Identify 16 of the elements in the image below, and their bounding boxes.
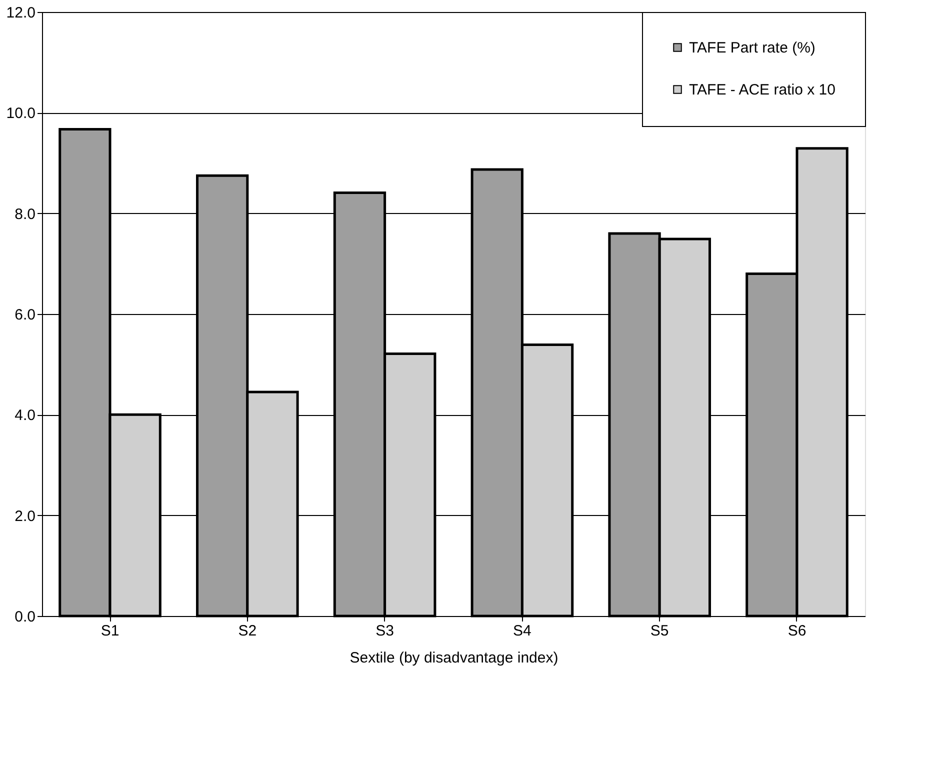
legend-label: TAFE Part rate (%) xyxy=(689,40,816,56)
x-tick-label: S5 xyxy=(650,622,669,640)
x-tick-label: S4 xyxy=(513,622,532,640)
y-tick-label: 10.0 xyxy=(6,105,36,122)
x-tick-label: S6 xyxy=(788,622,806,640)
x-axis-title: Sextile (by disadvantage index) xyxy=(350,650,558,666)
x-tick-label: S2 xyxy=(238,622,257,640)
x-tick-label: S1 xyxy=(100,622,120,640)
y-tick-label: 0.0 xyxy=(14,608,36,626)
y-tick-label: 12.0 xyxy=(6,4,36,22)
y-tick-label: 8.0 xyxy=(14,206,36,223)
y-tick-label: 2.0 xyxy=(14,508,36,525)
y-tick-label: 4.0 xyxy=(14,407,36,424)
y-tick-label: 6.0 xyxy=(14,306,36,324)
x-tick-label: S3 xyxy=(376,622,394,640)
legend-label: TAFE - ACE ratio x 10 xyxy=(689,82,836,98)
